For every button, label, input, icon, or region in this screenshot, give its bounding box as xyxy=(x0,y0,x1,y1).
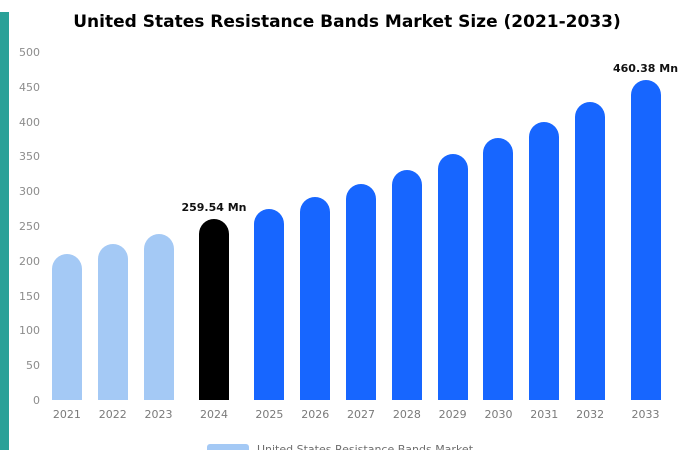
y-tick-label: 450 xyxy=(19,80,40,94)
bar-column-2028: 2028 xyxy=(384,169,430,422)
x-tick-label: 2027 xyxy=(347,408,376,421)
bar-column-2024: 259.54 Mn 2024 xyxy=(181,201,246,422)
x-tick-label: 2029 xyxy=(438,408,467,421)
y-axis: 0 50 100 150 200 250 300 350 400 450 500 xyxy=(14,46,44,407)
chart: 0 50 100 150 200 250 300 350 400 450 500 2021 2022 2… xyxy=(14,46,678,422)
y-tick-label: 0 xyxy=(33,394,40,407)
legend-swatch-icon xyxy=(206,444,249,450)
y-tick-label: 50 xyxy=(26,359,40,373)
y-tick-label: 150 xyxy=(19,289,40,303)
y-tick-label: 100 xyxy=(19,324,40,338)
x-tick-label: 2023 xyxy=(144,408,173,421)
bar-2027 xyxy=(346,183,377,400)
bar-2030 xyxy=(483,138,514,400)
x-tick-label: 2026 xyxy=(301,408,330,421)
x-tick-label: 2025 xyxy=(255,408,284,421)
bar-column-2032: 2032 xyxy=(567,102,613,422)
y-tick-label: 300 xyxy=(19,185,40,199)
bar-2024 xyxy=(198,219,229,400)
bar-value-label: 460.38 Mn xyxy=(613,61,679,75)
y-tick-label: 200 xyxy=(19,254,40,268)
legend: United States Resistance Bands Market xyxy=(0,443,680,450)
bar-column-2031: 2031 xyxy=(521,121,567,422)
x-tick-label: 2021 xyxy=(52,408,81,421)
bar-column-2027: 2027 xyxy=(338,183,384,422)
x-tick-label: 2024 xyxy=(199,408,228,421)
x-tick-label: 2028 xyxy=(392,408,421,421)
bar-column-2029: 2029 xyxy=(430,154,476,422)
x-tick-label: 2031 xyxy=(530,408,559,421)
bar-2022 xyxy=(97,244,128,400)
y-tick-label: 250 xyxy=(19,220,40,233)
bar-column-2026: 2026 xyxy=(292,197,338,422)
x-tick-label: 2033 xyxy=(631,408,660,421)
x-tick-label: 2030 xyxy=(484,408,513,421)
bar-2021 xyxy=(51,253,82,400)
bar-2029 xyxy=(437,154,468,400)
accent-strip xyxy=(0,12,9,450)
bar-column-2023: 2023 xyxy=(136,233,182,422)
x-tick-label: 2022 xyxy=(98,408,127,421)
y-tick-label: 500 xyxy=(19,46,40,59)
bar-2026 xyxy=(300,197,331,400)
plot-area: 2021 2022 2023 259.54 Mn 2024 2025 2026 2027 202… xyxy=(44,52,678,422)
bar-column-2025: 2025 xyxy=(247,209,293,422)
bar-column-2033: 460.38 Mn 2033 xyxy=(613,62,678,422)
bar-column-2021: 2021 xyxy=(44,253,90,422)
bar-value-label: 259.54 Mn xyxy=(181,201,247,215)
y-tick-label: 350 xyxy=(19,150,40,164)
bar-2023 xyxy=(143,233,174,400)
y-tick-label: 400 xyxy=(19,115,40,129)
bar-2028 xyxy=(391,169,422,400)
chart-title: United States Resistance Bands Market Si… xyxy=(73,12,621,32)
bar-column-2022: 2022 xyxy=(90,244,136,422)
bar-2032 xyxy=(575,102,606,400)
bar-2025 xyxy=(254,209,285,400)
x-tick-label: 2032 xyxy=(576,408,605,421)
legend-label: United States Resistance Bands Market xyxy=(256,443,474,450)
bar-2031 xyxy=(529,121,560,400)
bar-2033 xyxy=(630,79,661,400)
bar-column-2030: 2030 xyxy=(476,138,522,422)
